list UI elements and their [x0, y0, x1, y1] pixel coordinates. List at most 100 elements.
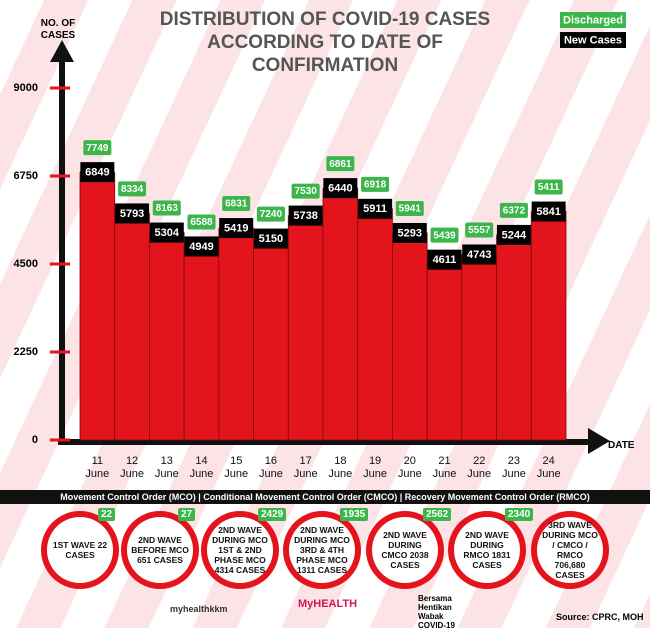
wave-label: 2ND WAVE DURING MCO 1ST & 2ND PHASE MCO …	[212, 525, 268, 575]
new-label-box	[531, 201, 566, 222]
discharged-label-box	[83, 140, 112, 156]
new-label: 5244	[502, 229, 527, 241]
bar	[218, 227, 254, 441]
new-label: 4611	[433, 254, 457, 266]
discharged-label: 8163	[156, 203, 179, 214]
new-label-box	[496, 224, 531, 245]
wave-badge: 1935	[340, 508, 369, 521]
y-tick-label: 2250	[14, 346, 38, 358]
new-label-box	[253, 228, 288, 249]
wave-badge: 22	[98, 508, 116, 521]
x-axis-label: DATE	[608, 440, 635, 451]
bar	[392, 232, 428, 441]
x-tick-label: 24 June	[536, 455, 561, 480]
new-label: 6849	[85, 167, 109, 179]
source: Source: CPRC, MOH	[556, 612, 644, 622]
wave-label: 2ND WAVE DURING RMCO 1831 CASES	[463, 530, 511, 570]
bar	[287, 215, 324, 441]
discharged-label: 5941	[399, 204, 422, 215]
wave-circle	[289, 517, 355, 583]
new-label: 5419	[224, 222, 248, 234]
new-label: 4743	[467, 249, 491, 261]
new-label-box	[184, 236, 219, 257]
wave-circle	[537, 517, 603, 583]
new-label: 5293	[398, 227, 422, 239]
discharged-label-box	[187, 214, 216, 230]
wave-label: 2ND WAVE BEFORE MCO 651 CASES	[131, 535, 189, 565]
x-tick-label: 18 June	[328, 455, 353, 480]
discharged-label: 7530	[295, 186, 318, 197]
new-label: 4949	[189, 241, 213, 253]
new-label: 5841	[536, 206, 560, 218]
y-axis-label: NO. OF CASES	[40, 18, 76, 41]
y-tick-label: 4500	[14, 258, 38, 270]
discharged-label-box	[361, 176, 390, 192]
discharged-label: 7749	[86, 143, 109, 154]
wave-badge: 2340	[505, 508, 534, 521]
wave-circle	[454, 517, 520, 583]
wave-badge: 27	[178, 508, 196, 521]
new-label: 5911	[363, 203, 387, 215]
new-label: 5304	[155, 227, 180, 239]
wave-circle	[372, 517, 438, 583]
x-tick-label: 21 June	[432, 455, 457, 480]
x-tick-label: 13 June	[154, 455, 179, 480]
discharged-label: 5557	[468, 225, 491, 236]
y-tick-label: 6750	[14, 170, 38, 182]
discharged-label: 5411	[538, 182, 560, 193]
wave-circle	[127, 517, 193, 583]
wave-label: 2ND WAVE DURING MCO 3RD & 4TH PHASE MCO …	[294, 525, 350, 575]
x-arrow	[588, 428, 610, 454]
new-label-box	[358, 198, 393, 219]
discharged-label-box	[395, 200, 424, 216]
bar	[149, 232, 185, 441]
x-tick-label: 19 June	[363, 455, 387, 480]
x-tick-label: 23 June	[501, 455, 526, 480]
discharged-label: 8334	[121, 184, 144, 195]
wave-label: 3RD WAVE DURING MCO / CMCO / RMCO 706,68…	[542, 520, 598, 580]
bar	[253, 238, 289, 441]
new-label-box	[323, 178, 358, 199]
wave-circle	[47, 517, 113, 583]
wave-label: 2ND WAVE DURING CMCO 2038 CASES	[381, 530, 429, 570]
bar	[357, 208, 393, 441]
x-tick-label: 20 June	[397, 455, 422, 480]
discharged-label-box	[256, 206, 285, 222]
legend-label: Discharged	[563, 14, 623, 26]
new-label-box	[392, 222, 427, 243]
wave-label: 1ST WAVE 22 CASES	[52, 540, 108, 560]
new-label-box	[219, 218, 254, 239]
new-label-box	[115, 203, 150, 224]
banner: Movement Control Order (MCO) | Condition…	[0, 490, 650, 504]
new-label-box	[462, 244, 497, 265]
x-tick-label: 17 June	[293, 455, 318, 480]
bar	[114, 213, 150, 441]
y-arrow	[50, 40, 74, 62]
new-label-box	[288, 205, 323, 226]
discharged-label: 6918	[364, 179, 387, 190]
discharged-label: 5439	[433, 230, 456, 241]
bar	[322, 187, 359, 441]
new-label-box	[427, 249, 462, 270]
social: myhealthkkm	[170, 604, 228, 614]
x-tick-label: 16 June	[258, 455, 283, 480]
legend-label: New Cases	[564, 34, 622, 46]
x-tick-label: 14 June	[189, 455, 214, 480]
wave-circle	[207, 517, 273, 583]
y-tick-label: 0	[32, 434, 38, 446]
discharged-label: 6372	[503, 206, 526, 217]
new-label: 5738	[293, 210, 317, 222]
y-tick-label: 9000	[14, 82, 38, 94]
bar	[496, 234, 532, 441]
logo: MyHEALTH	[298, 598, 358, 610]
new-label: 5150	[259, 233, 283, 245]
bar	[461, 254, 497, 441]
discharged-label-box	[222, 196, 251, 212]
discharged-label: 6588	[190, 217, 213, 228]
discharged-label-box	[291, 183, 320, 199]
legend-swatch	[560, 32, 626, 48]
x-tick-label: 12 June	[120, 455, 144, 480]
wave-badge: 2562	[423, 508, 452, 521]
new-label-box	[149, 222, 184, 243]
